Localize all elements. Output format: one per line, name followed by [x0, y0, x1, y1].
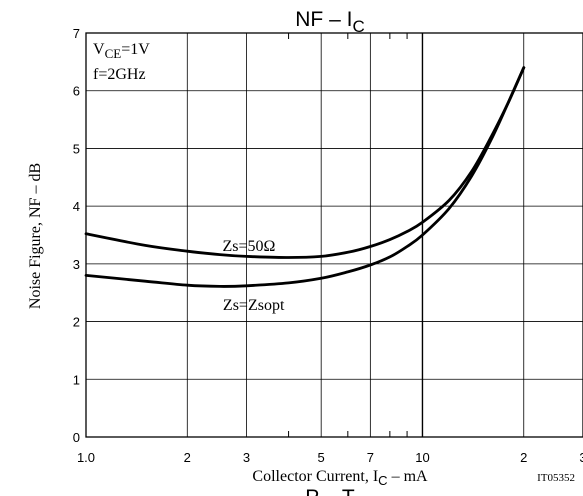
series-label-zs-zsopt: Zs=Zsopt: [223, 297, 285, 314]
plot-frame: [85, 32, 583, 438]
series-zs-50ohm-line: [84, 66, 526, 259]
y-tick-label: 1: [73, 372, 80, 387]
x-tick-label: 10: [415, 450, 429, 465]
y-tick-label: 3: [73, 257, 80, 272]
y-tick-label: 2: [73, 315, 80, 330]
condition-text: f=2GHz: [93, 66, 146, 83]
x-axis-label: Collector Current, IC – mA: [252, 468, 428, 488]
x-tick-label: 2: [184, 450, 191, 465]
x-tick-label: 3: [579, 450, 583, 465]
x-tick-label: 2: [520, 450, 527, 465]
y-tick-label: 5: [73, 141, 80, 156]
x-tick-label: 5: [318, 450, 325, 465]
next-chart-title: P – T: [305, 486, 355, 496]
x-tick-label: 1.0: [77, 450, 95, 465]
series-label-zs-50ohm: Zs=50Ω: [222, 238, 275, 255]
y-tick-label: 6: [73, 84, 80, 99]
series-zs-zsopt-line: [84, 66, 526, 288]
condition-text: VCE=1V: [93, 41, 150, 61]
chart-title: NF – IC: [295, 8, 364, 36]
figure-code: IT05352: [537, 472, 575, 484]
y-axis-label: Noise Figure, NF – dB: [27, 163, 44, 309]
x-tick-label: 7: [367, 450, 374, 465]
y-tick-label: 0: [73, 430, 80, 445]
y-tick-label: 7: [73, 26, 80, 41]
y-tick-label: 4: [73, 199, 80, 214]
x-tick-label: 3: [243, 450, 250, 465]
